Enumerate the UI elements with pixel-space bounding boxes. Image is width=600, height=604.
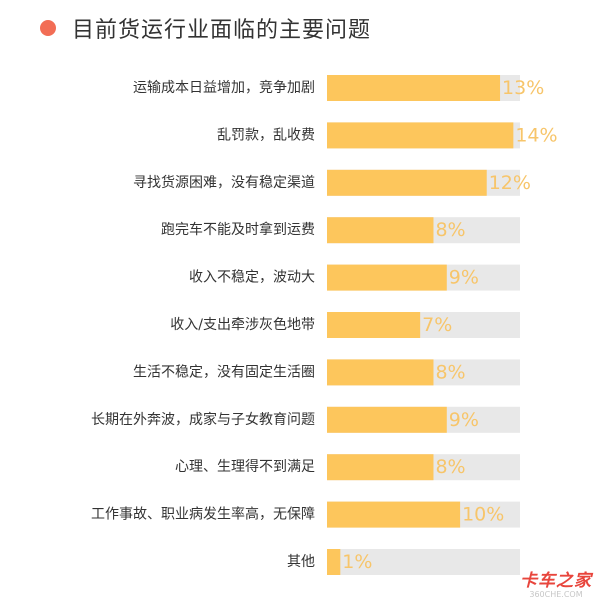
- category-label: 乱罚款，乱收费: [217, 127, 315, 143]
- value-label: 9%: [449, 267, 479, 289]
- watermark-main-text: 卡车之家: [520, 571, 592, 591]
- bar-row: 长期在外奔波，成家与子女教育问题 9%: [91, 406, 520, 433]
- bar-row: 寻找货源困难，没有稳定渠道 12%: [133, 169, 531, 196]
- value-label: 8%: [435, 219, 465, 241]
- category-label: 跑完车不能及时拿到运费: [161, 221, 315, 238]
- bar-row: 乱罚款，乱收费 14%: [217, 122, 558, 149]
- bar: [327, 406, 447, 433]
- bar-track: [327, 549, 520, 575]
- watermark-logo: 卡车之家 360CHE.COM: [520, 572, 592, 600]
- bar-row: 收入/支出牵涉灰色地带 7%: [170, 312, 520, 338]
- bar-row: 其他 1%: [287, 549, 520, 575]
- value-label: 8%: [435, 456, 465, 478]
- bar-row: 生活不稳定，没有固定生活圈 8%: [133, 359, 520, 386]
- value-label: 1%: [342, 551, 372, 573]
- bar-row: 心理、生理得不到满足 8%: [175, 454, 520, 481]
- value-label: 14%: [515, 124, 557, 146]
- bar: [327, 217, 434, 244]
- value-label: 7%: [422, 314, 452, 336]
- chart-title-row: 目前货运行业面临的主要问题: [40, 12, 371, 44]
- bar: [327, 264, 447, 291]
- category-label: 工作事故、职业病发生率高，无保障: [91, 506, 315, 523]
- value-label: 8%: [435, 361, 465, 383]
- bar: [327, 312, 421, 338]
- value-label: 12%: [489, 172, 531, 194]
- bar-row: 工作事故、职业病发生率高，无保障 10%: [91, 501, 520, 528]
- title-bullet-dot: [40, 20, 56, 36]
- chart-title: 目前货运行业面临的主要问题: [72, 18, 372, 43]
- category-label: 心理、生理得不到满足: [175, 458, 315, 475]
- watermark-sub-text: 360CHE.COM: [529, 590, 583, 599]
- bar: [327, 169, 487, 196]
- category-label: 长期在外奔波，成家与子女教育问题: [91, 411, 315, 428]
- bar: [327, 75, 501, 101]
- value-label: 9%: [449, 409, 479, 431]
- bar-row: 跑完车不能及时拿到运费 8%: [161, 217, 520, 244]
- value-label: 10%: [462, 504, 504, 526]
- category-label: 寻找货源困难，没有稳定渠道: [133, 174, 315, 191]
- category-label: 其他: [287, 554, 315, 570]
- bar: [327, 122, 514, 149]
- bar: [327, 501, 461, 528]
- bar: [327, 454, 434, 481]
- category-label: 收入不稳定，波动大: [189, 270, 315, 286]
- category-label: 运输成本日益增加，竞争加剧: [133, 79, 315, 96]
- bar-row: 收入不稳定，波动大 9%: [189, 264, 520, 291]
- bar: [327, 549, 341, 575]
- bar: [327, 359, 434, 386]
- value-label: 13%: [502, 77, 544, 99]
- category-label: 生活不稳定，没有固定生活圈: [133, 364, 315, 380]
- category-label: 收入/支出牵涉灰色地带: [170, 316, 315, 333]
- bar-row: 运输成本日益增加，竞争加剧 13%: [133, 75, 544, 101]
